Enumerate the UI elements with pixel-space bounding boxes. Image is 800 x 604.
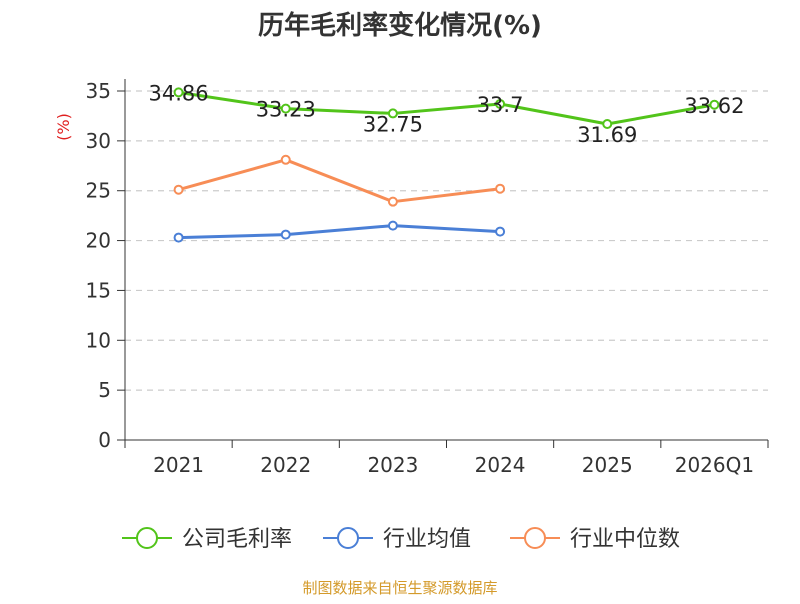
series-line: [178, 224, 501, 240]
legend-item: 公司毛利率: [122, 527, 292, 552]
data-label: 33.7: [477, 93, 524, 117]
data-label: 34.86: [149, 81, 209, 105]
data-point: [280, 154, 291, 165]
data-point: [173, 184, 184, 195]
y-tick-label: 25: [86, 179, 111, 203]
y-tick-label: 30: [86, 129, 111, 153]
legend-swatch-marker: [337, 527, 359, 549]
series-group: [173, 87, 720, 243]
y-tick-label: 5: [98, 378, 111, 402]
series-line: [178, 90, 715, 126]
data-point: [495, 226, 506, 237]
y-tick-label: 15: [86, 278, 111, 302]
x-tick-label: 2023: [367, 453, 418, 477]
y-tick-label: 10: [86, 328, 111, 352]
legend-swatch-marker: [524, 527, 546, 549]
data-point: [173, 87, 184, 98]
chart-title: 历年毛利率变化情况(%): [258, 10, 542, 41]
data-label: 31.69: [577, 123, 637, 147]
source-footer: 制图数据来自恒生聚源数据库: [302, 579, 497, 597]
series-line: [178, 158, 501, 204]
legend: 公司毛利率 行业均值 行业中位数: [122, 527, 680, 552]
data-point: [602, 119, 613, 130]
data-label: 32.75: [363, 112, 423, 136]
data-point: [495, 183, 506, 194]
legend-label: 公司毛利率: [182, 527, 292, 552]
legend-label: 行业中位数: [570, 527, 680, 552]
x-tick-label: 2024: [475, 453, 526, 477]
legend-item: 行业均值: [323, 527, 471, 552]
y-tick-label: 35: [86, 79, 111, 103]
data-point: [709, 99, 720, 110]
legend-item: 行业中位数: [510, 527, 680, 552]
y-tick-label: 20: [86, 229, 111, 253]
data-point: [387, 220, 398, 231]
data-label: 33.62: [684, 94, 744, 118]
data-point: [387, 108, 398, 119]
data-point: [495, 98, 506, 109]
data-labels: 34.86 33.23 32.75 33.7 31.69 33.62: [149, 81, 745, 147]
x-tick-label: 2022: [260, 453, 311, 477]
data-point: [280, 103, 291, 114]
data-point: [280, 229, 291, 240]
x-tick-label: 2026Q1: [675, 453, 754, 477]
x-tick-label: 2025: [582, 453, 633, 477]
legend-label: 行业均值: [383, 527, 471, 552]
data-label: 33.23: [256, 98, 316, 122]
legend-swatch-marker: [136, 527, 158, 549]
data-point: [173, 232, 184, 243]
x-tick-label: 2021: [153, 453, 204, 477]
grid-lines: [125, 90, 768, 391]
y-axis-label: (%): [54, 113, 73, 141]
data-point: [387, 196, 398, 207]
y-tick-label: 0: [98, 428, 111, 452]
